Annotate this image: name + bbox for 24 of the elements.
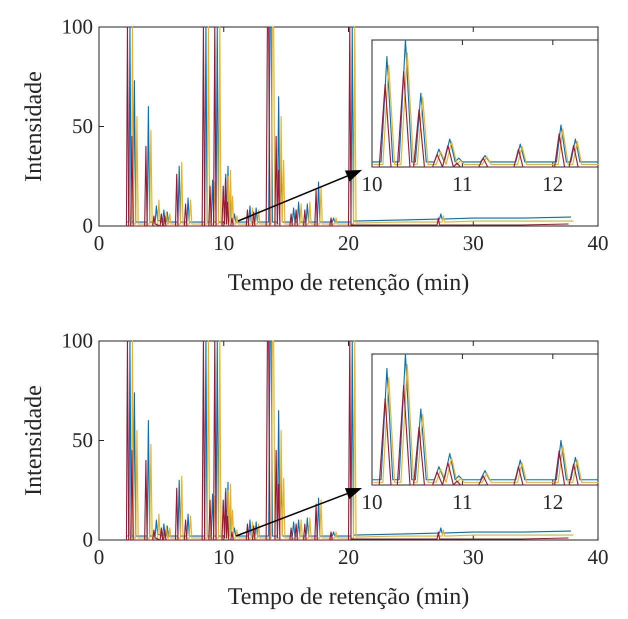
x-tick-label: 10 bbox=[362, 490, 382, 514]
y-tick-label: 0 bbox=[82, 214, 93, 238]
x-tick-label: 20 bbox=[338, 544, 359, 569]
x-tick-label: 10 bbox=[213, 544, 234, 569]
x-tick-label: 12 bbox=[542, 172, 564, 196]
y-axis-title: Intensidade bbox=[21, 71, 47, 182]
y-tick-label: 50 bbox=[72, 428, 93, 452]
x-axis-title: Tempo de retenção (min) bbox=[228, 270, 470, 296]
y-tick-label: 100 bbox=[62, 14, 93, 39]
x-tick-label: 11 bbox=[452, 490, 473, 514]
x-tick-label: 10 bbox=[362, 172, 382, 196]
y-axis-title: Intensidade bbox=[21, 385, 47, 496]
x-tick-label: 11 bbox=[452, 172, 473, 196]
y-tick-label: 100 bbox=[62, 328, 93, 353]
y-tick-label: 50 bbox=[72, 114, 93, 138]
x-tick-label: 12 bbox=[542, 490, 564, 514]
x-tick-label: 40 bbox=[588, 230, 608, 255]
x-tick-label: 20 bbox=[338, 230, 359, 255]
x-tick-label: 40 bbox=[588, 544, 608, 569]
y-tick-label: 0 bbox=[82, 528, 93, 552]
x-axis-title: Tempo de retenção (min) bbox=[228, 584, 470, 610]
x-tick-label: 10 bbox=[213, 230, 234, 255]
x-tick-label: 30 bbox=[462, 544, 484, 569]
x-tick-label: 30 bbox=[462, 230, 484, 255]
